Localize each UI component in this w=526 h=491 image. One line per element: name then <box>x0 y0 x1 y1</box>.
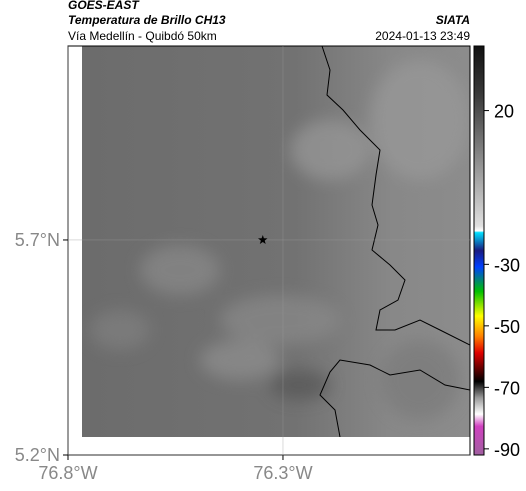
product: Temperatura de Brillo CH13 <box>68 13 226 27</box>
colorbar <box>473 45 485 456</box>
colorbar-tick-label: -70 <box>494 378 520 398</box>
colorbar-tick-label: -90 <box>494 440 520 460</box>
x-tick-label: 76.8°W <box>38 463 97 483</box>
route: Vía Medellín - Quibdó 50km <box>68 29 217 43</box>
x-tick-label: 76.3°W <box>253 463 312 483</box>
colorbar-tick-label: -30 <box>494 255 520 275</box>
colorbar-tick-label: -50 <box>494 317 520 337</box>
satellite-image <box>82 46 470 437</box>
timestamp: 2024-01-13 23:49 <box>375 29 470 43</box>
y-tick-label: 5.7°N <box>15 230 60 250</box>
y-tick-label: 5.2°N <box>15 445 60 465</box>
source: SIATA <box>436 13 470 27</box>
satellite: GOES-EAST <box>68 0 140 12</box>
location-marker <box>258 235 268 244</box>
colorbar-tick-label: 20 <box>494 102 514 122</box>
